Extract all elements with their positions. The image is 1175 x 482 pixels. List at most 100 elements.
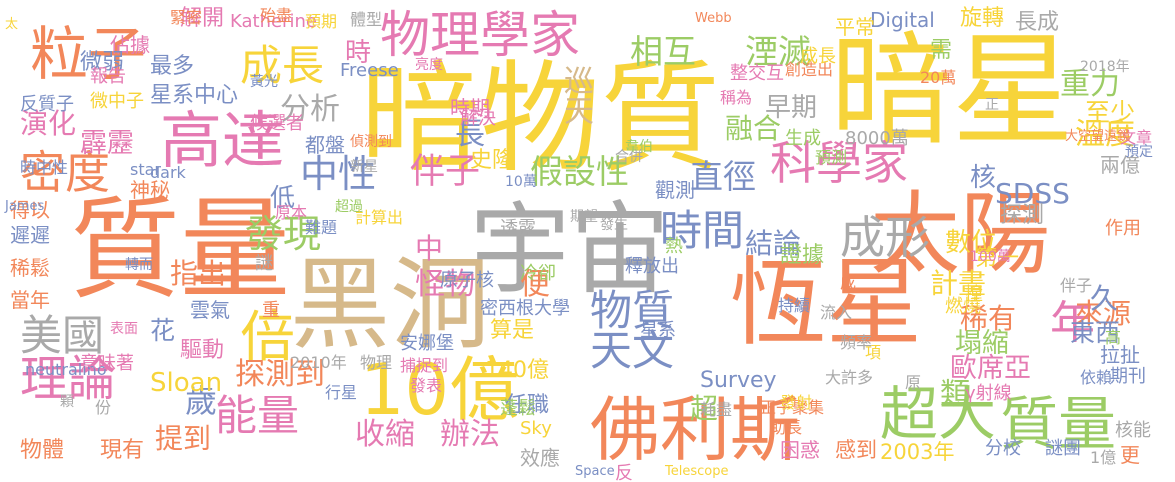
cloud-word: 遲遲 — [10, 223, 50, 247]
cloud-word: star — [130, 160, 161, 179]
cloud-word: Freese — [340, 60, 399, 81]
cloud-word: 2010年 — [290, 353, 347, 372]
cloud-word: 探測 — [1000, 203, 1045, 228]
cloud-word: 微弱 — [80, 50, 125, 75]
cloud-word: 成形 — [840, 211, 931, 264]
cloud-word: 顆 — [60, 394, 74, 410]
cloud-word: 釋放出 — [625, 256, 679, 277]
cloud-word: 密度 — [20, 146, 111, 199]
cloud-word: 解開 — [180, 6, 225, 31]
cloud-word: 史隆 — [470, 148, 515, 173]
cloud-word: 成長 — [240, 41, 325, 90]
cloud-word: 大許多 — [825, 368, 874, 387]
cloud-word: 撞 — [965, 284, 983, 305]
cloud-word: 助長 — [770, 418, 803, 437]
cloud-word: γ射線 — [965, 383, 1012, 404]
cloud-word: 雲氣 — [190, 298, 230, 322]
cloud-word: 類 — [940, 377, 970, 412]
cloud-word: 依賴 — [1080, 368, 1113, 387]
cloud-word: 成長 — [800, 46, 836, 67]
cloud-word: 黑洞 — [290, 246, 490, 363]
cloud-word: 高達 — [160, 104, 285, 177]
cloud-word: 報告 — [90, 66, 126, 87]
cloud-word: 解決 — [460, 108, 496, 129]
cloud-word: 長 — [455, 117, 485, 152]
cloud-word: 透露 — [500, 218, 536, 239]
cloud-word: Webb — [695, 11, 732, 26]
cloud-word: 安娜堡 — [400, 333, 454, 354]
cloud-word: 數位 — [945, 228, 998, 258]
cloud-word: 殆盡 — [260, 6, 293, 25]
cloud-word: 質量 — [1000, 390, 1117, 458]
cloud-word: 期刊 — [1110, 366, 1146, 387]
cloud-word: 理論 — [20, 351, 117, 407]
cloud-word: 困惑 — [780, 438, 820, 462]
cloud-word: 生成 — [785, 128, 821, 149]
cloud-word: 熱 — [665, 236, 683, 257]
cloud-word: 候選者 — [250, 113, 304, 134]
cloud-word: 8000萬 — [845, 128, 909, 149]
cloud-word: 成 — [840, 273, 857, 292]
cloud-word: 歲 — [185, 382, 218, 420]
cloud-word: 花 — [150, 316, 176, 345]
cloud-word: 東西 — [1070, 318, 1121, 347]
cloud-word: 湮滅 — [745, 32, 811, 71]
cloud-word: 微中子 — [90, 91, 144, 112]
cloud-word: 探測到 — [235, 357, 325, 392]
cloud-word: 高 — [1105, 328, 1122, 347]
cloud-word: 更 — [1120, 443, 1140, 467]
cloud-word: 10萬 — [505, 174, 537, 190]
cloud-word: 神秘 — [130, 178, 170, 202]
cloud-word: 物理 — [360, 353, 393, 372]
cloud-word: 黃光 — [250, 74, 278, 90]
cloud-word: 謎團 — [1045, 438, 1081, 459]
cloud-word: 發射 — [780, 393, 813, 412]
cloud-word: 太陽 — [870, 182, 1050, 287]
cloud-word: 預測 — [815, 148, 848, 167]
cloud-word: 當年 — [10, 288, 50, 312]
cloud-word: 轉而 — [125, 257, 153, 273]
cloud-word: 提到 — [155, 422, 212, 455]
cloud-word: 計畫 — [930, 267, 987, 300]
cloud-word: 驅動 — [180, 338, 225, 363]
cloud-word: James — [5, 199, 45, 214]
cloud-word: 星系 — [640, 320, 676, 341]
cloud-word: 計算出 — [355, 208, 404, 227]
cloud-word: 需 — [930, 38, 953, 63]
cloud-word: 原子核 — [440, 270, 494, 291]
cloud-word: 正子聚集 — [760, 398, 825, 417]
cloud-word: 倍 — [240, 305, 296, 369]
cloud-word: 感到 — [835, 438, 877, 462]
cloud-word: 指出 — [170, 257, 227, 290]
cloud-word: 塌縮 — [955, 328, 1009, 359]
cloud-word: 中 — [415, 232, 444, 265]
cloud-word: 耗盡 — [700, 400, 733, 419]
cloud-word: 便 — [520, 267, 550, 302]
cloud-word: 正 — [985, 97, 999, 113]
cloud-word: 怪物 — [415, 267, 475, 302]
cloud-word: 合併 — [615, 149, 643, 165]
cloud-word: 假設性 — [530, 152, 629, 191]
cloud-word: 體型 — [350, 10, 383, 29]
cloud-word: 平常 — [835, 15, 875, 39]
cloud-word: 稀有 — [960, 302, 1017, 335]
cloud-word: 佔據 — [110, 33, 150, 57]
cloud-word: 原本 — [275, 203, 308, 222]
cloud-word: 原 — [905, 373, 922, 392]
cloud-word: 直徑 — [690, 157, 756, 196]
cloud-word: 燃燒 — [945, 296, 981, 317]
cloud-word: 星系中心 — [150, 83, 239, 108]
cloud-word: 都盤 — [305, 133, 345, 157]
cloud-word: 超過 — [335, 199, 363, 215]
cloud-word: 效應 — [520, 446, 560, 470]
cloud-word: 能量 — [215, 391, 300, 440]
cloud-word: 低 — [270, 183, 296, 212]
cloud-word: 1億 — [1090, 448, 1117, 467]
cloud-word: 美國 — [20, 311, 105, 360]
cloud-word: neutralino — [25, 360, 107, 379]
cloud-word: Katherine — [230, 11, 317, 32]
cloud-word: 蓬鬆 — [500, 398, 536, 419]
cloud-word: 霹靂 — [80, 128, 134, 159]
cloud-word: 太 — [5, 17, 19, 32]
